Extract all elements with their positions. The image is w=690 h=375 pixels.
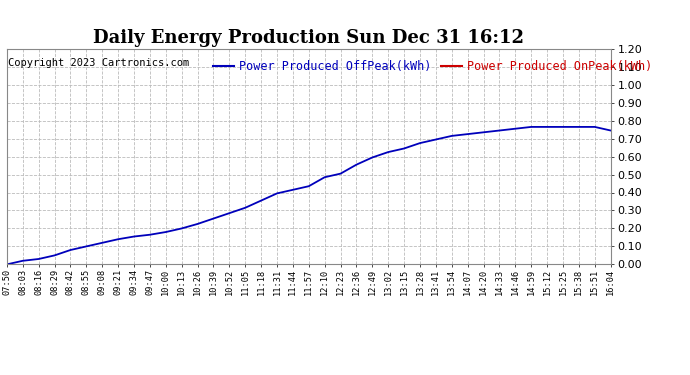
Title: Daily Energy Production Sun Dec 31 16:12: Daily Energy Production Sun Dec 31 16:12 [93,29,524,47]
Legend: Power Produced OffPeak(kWh), Power Produced OnPeak(kWh): Power Produced OffPeak(kWh), Power Produ… [213,60,652,73]
Text: Copyright 2023 Cartronics.com: Copyright 2023 Cartronics.com [8,58,190,68]
